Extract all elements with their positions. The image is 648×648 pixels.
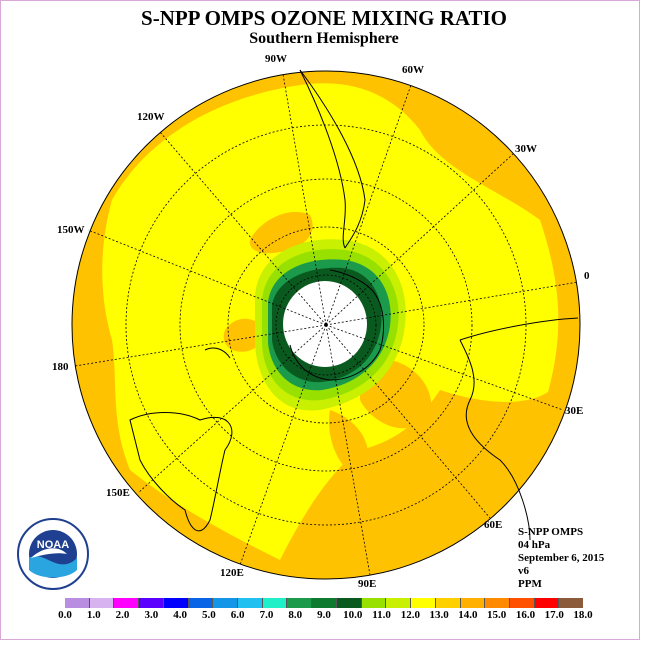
colorbar-swatch — [509, 598, 535, 608]
logo-text: NOAA — [37, 539, 69, 551]
logo-wave — [29, 556, 77, 578]
meridian-60w — [325, 84, 412, 326]
lon-label-30e: 30E — [565, 405, 583, 417]
colorbar-swatch — [435, 598, 461, 608]
colorbar-tick-label: 11.0 — [372, 609, 391, 621]
colorbar-swatch — [213, 598, 239, 608]
colorbar-swatch — [411, 598, 436, 608]
map-title: S-NPP OMPS OZONE MIXING RATIO — [141, 6, 507, 30]
noaa-logo: NOAA — [17, 518, 89, 590]
colorbar-swatch — [287, 598, 313, 608]
colorbar-swatch — [534, 598, 560, 608]
orange-patch-a — [249, 211, 313, 254]
colorbar-tick-label: 6.0 — [230, 609, 245, 621]
colorbar-tick-label: 4.0 — [173, 609, 187, 621]
lon-label-150e: 150E — [106, 487, 130, 499]
colorbar-swatch — [238, 598, 263, 608]
colorbar-swatch — [188, 598, 214, 608]
info-instrument: S-NPP OMPS — [518, 526, 584, 538]
latitude-circle-50 — [125, 124, 527, 526]
coastlines — [129, 69, 579, 541]
map-frame — [0, 0, 640, 640]
colorbar-swatch — [336, 598, 362, 608]
colorbar-tick-label: 7.0 — [259, 609, 274, 621]
colorbar-swatch — [460, 598, 486, 608]
colorbar-swatch — [312, 598, 337, 608]
colorbar-tick-label: 17.0 — [544, 609, 564, 621]
colorbar-tick-label: 9.0 — [317, 609, 331, 621]
colorbar-tick-label: 16.0 — [515, 609, 536, 621]
lon-label-90e: 90E — [358, 578, 376, 590]
info-version: v6 — [518, 565, 529, 577]
colorbar-tick-label: 13.0 — [429, 609, 449, 621]
antarctica-coast — [289, 269, 384, 381]
lon-label-0: 0 — [584, 270, 590, 282]
meridian-150w — [87, 229, 327, 326]
lon-label-30w: 30W — [515, 143, 537, 155]
colorbar-swatch — [361, 598, 387, 608]
colorbar-tick-label: 5.0 — [202, 609, 216, 621]
map-subtitle: Southern Hemisphere — [249, 30, 399, 47]
colorbar-labels: 0.0 1.0 2.0 3.0 4.0 5.0 6.0 7.0 8.0 9.0 10.0 11.0 12… — [0, 609, 648, 623]
info-block: S-NPP OMPS 04 hPa September 6, 2015 v6 P… — [518, 526, 604, 591]
colorbar-tick-label: 1.0 — [86, 609, 101, 621]
latitude-circle-80 — [275, 274, 377, 376]
latitude-circle-70 — [227, 226, 425, 424]
new-zealand-coast — [204, 347, 231, 359]
colorbar — [65, 598, 584, 608]
map-boundary — [71, 70, 581, 580]
meridian-30e — [325, 324, 564, 411]
south-america-coast-east — [299, 69, 366, 249]
south-pole-marker — [324, 322, 328, 326]
colorbar-swatch — [114, 598, 140, 608]
colorbar-swatch — [485, 598, 510, 608]
africa-coast — [459, 317, 579, 541]
meridian-90w — [282, 73, 327, 326]
meridian-0 — [325, 281, 579, 326]
lon-label-60e: 60E — [484, 519, 502, 531]
colorbar-tick-label: 3.0 — [144, 609, 159, 621]
colorbar-tick-label: 12.0 — [400, 609, 420, 621]
orange-patch-b — [223, 318, 265, 352]
colorbar-swatch — [386, 598, 412, 608]
colorbar-swatch — [559, 598, 584, 608]
lon-label-90w: 90W — [265, 53, 287, 65]
australia-coast — [129, 412, 233, 532]
logo-gull — [31, 548, 67, 558]
colorbar-tick-label: 18.0 — [573, 609, 593, 621]
colorbar-tick-label: 10.0 — [343, 609, 363, 621]
lon-label-150w: 150W — [57, 224, 85, 236]
info-level: 04 hPa — [518, 539, 551, 551]
colorbar-swatch — [139, 598, 164, 608]
colorbar-swatch — [89, 598, 115, 608]
colorbar-tick-label: 8.0 — [288, 609, 303, 621]
lon-label-120w: 120W — [137, 111, 165, 123]
colorbar-swatch — [65, 598, 90, 608]
lon-label-180: 180 — [52, 361, 69, 373]
lon-label-60w: 60W — [402, 64, 424, 76]
meridian-120w — [159, 131, 327, 326]
info-date: September 6, 2015 — [518, 552, 605, 564]
colorbar-swatch — [163, 598, 189, 608]
orange-patch-d — [329, 410, 369, 480]
colorbar-tick-label: 0.0 — [58, 609, 72, 621]
colorbar-tick-label: 15.0 — [487, 609, 507, 621]
info-units: PPM — [518, 578, 542, 590]
graticule — [74, 73, 579, 576]
colorbar-tick-label: 2.0 — [115, 609, 130, 621]
south-america-coast — [299, 69, 346, 249]
meridian-120e — [239, 324, 327, 566]
colorbar-swatch — [262, 598, 288, 608]
latitude-circle-60 — [179, 178, 473, 472]
colorbar-tick-label: 14.0 — [458, 609, 478, 621]
lon-label-120e: 120E — [220, 567, 244, 579]
